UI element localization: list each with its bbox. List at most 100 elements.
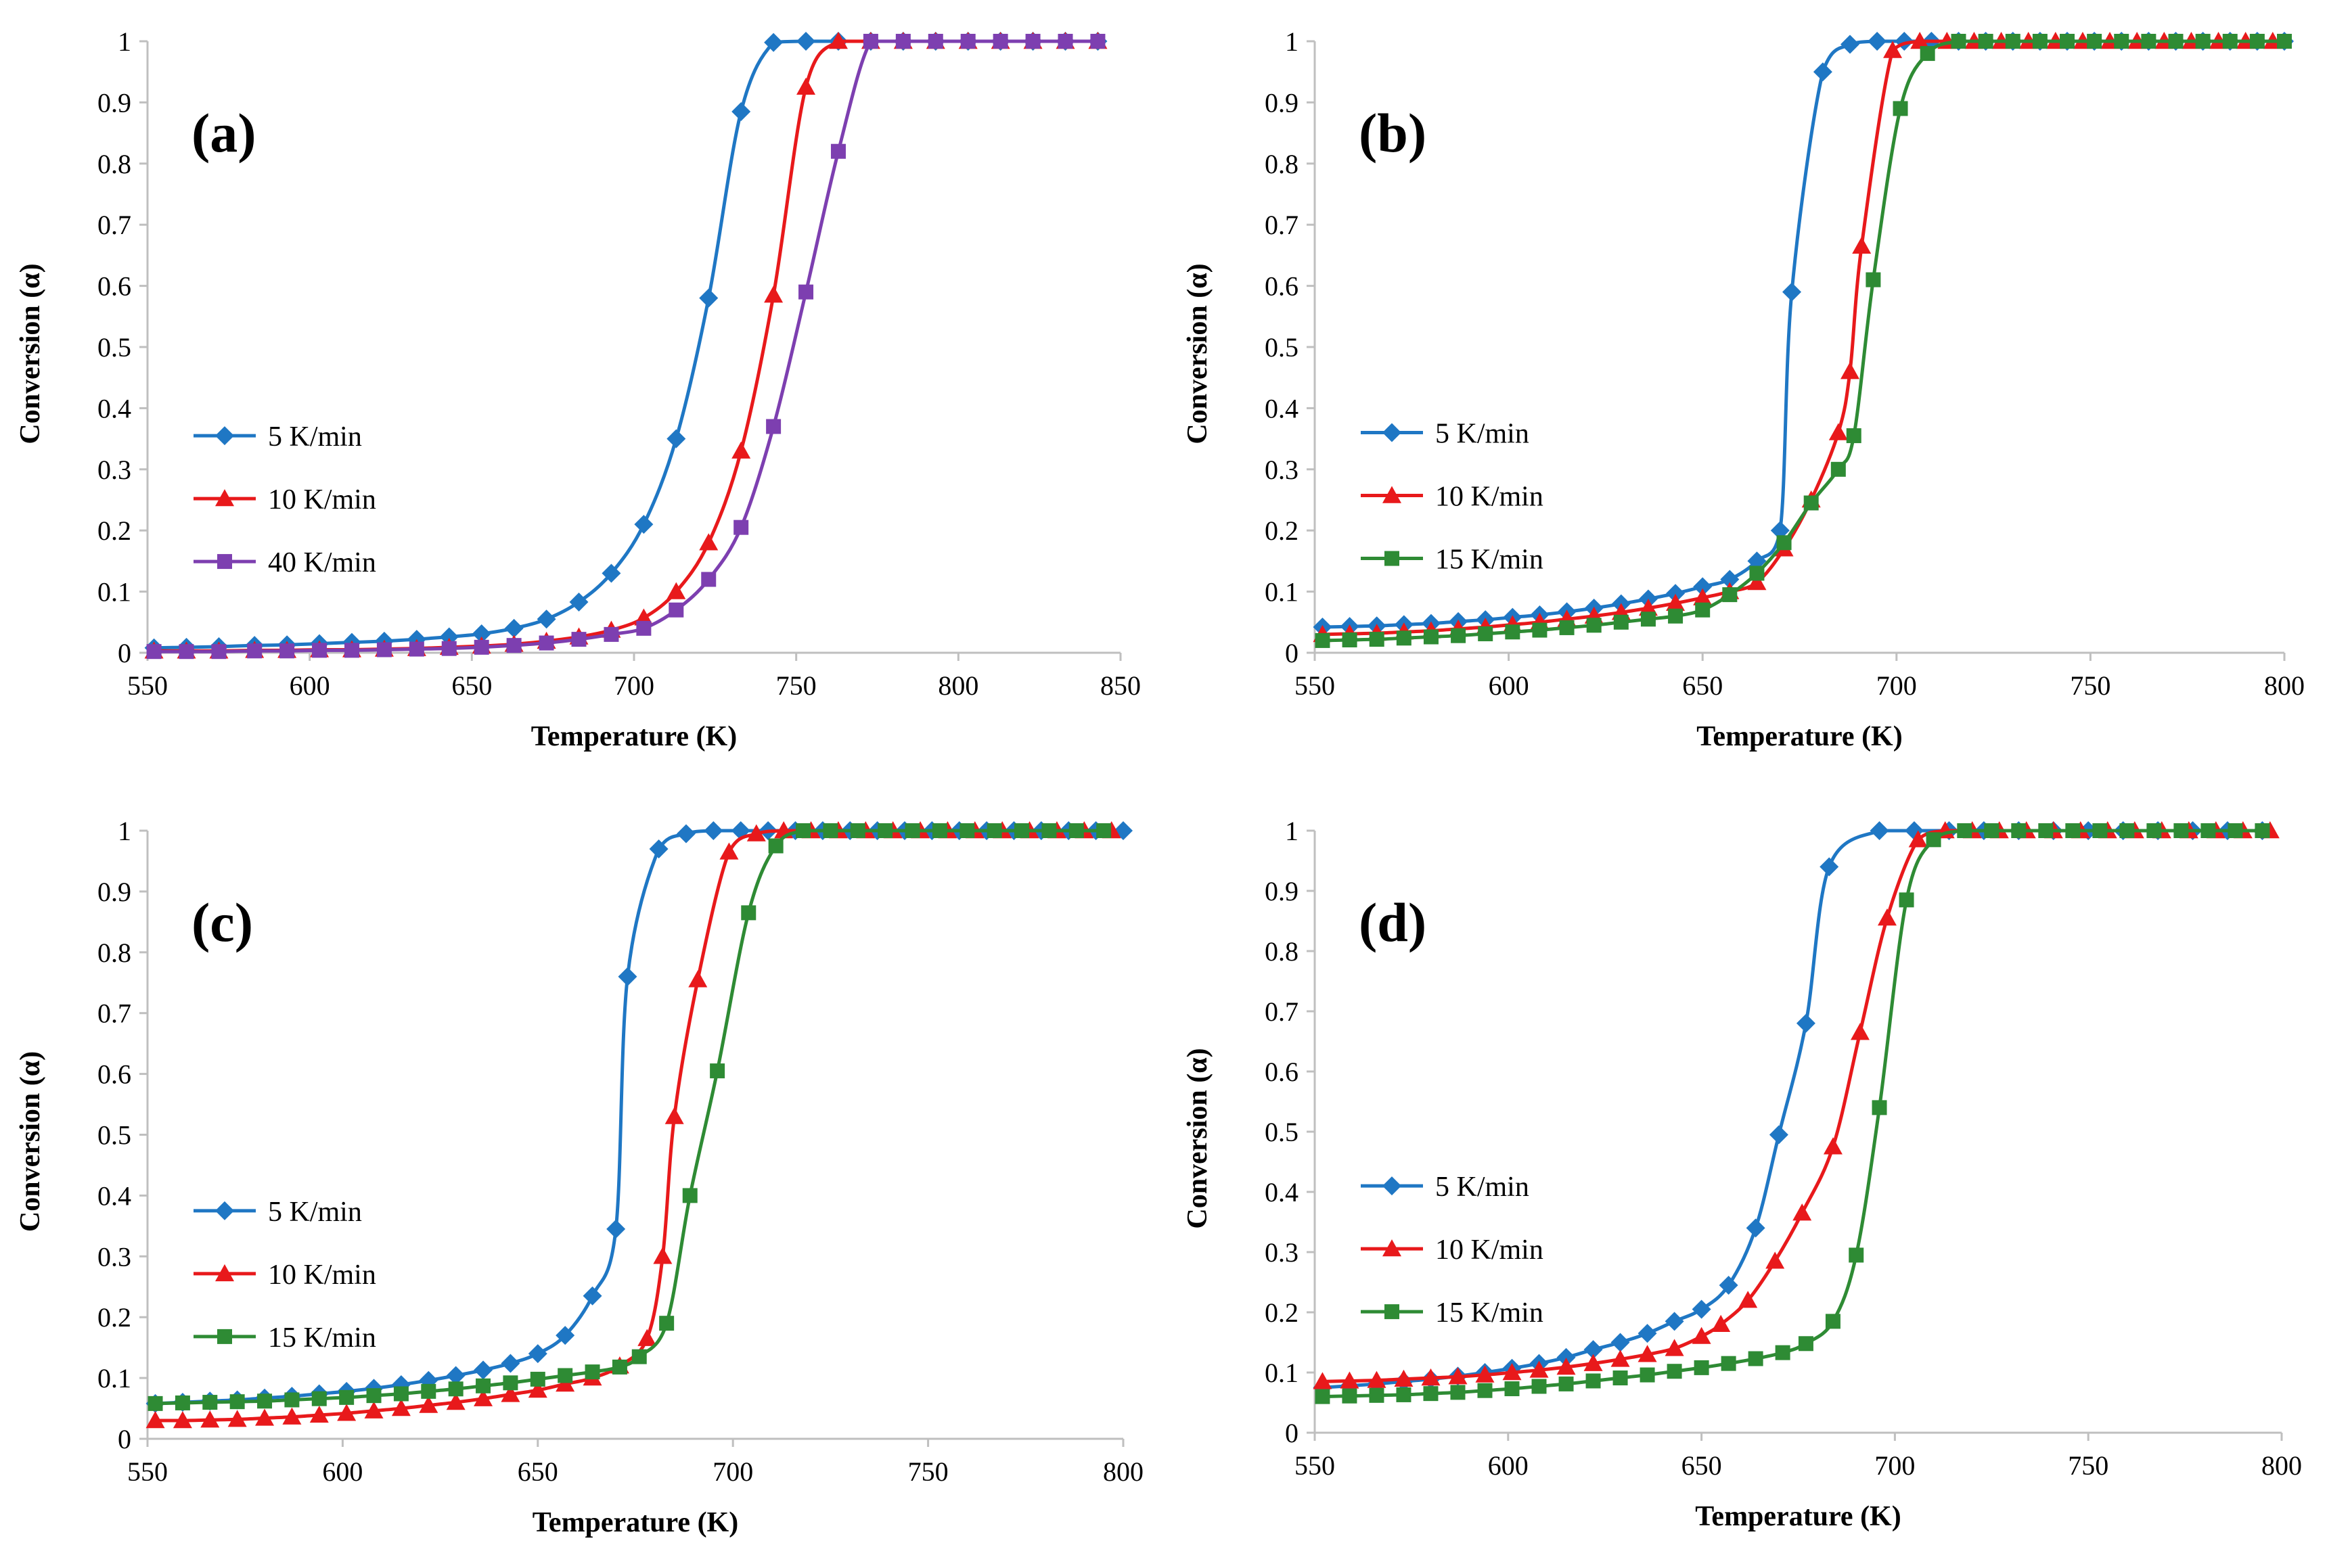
y-tick-label: 0.7	[97, 998, 131, 1029]
y-tick-label: 0.4	[1265, 393, 1298, 423]
data-point	[830, 143, 846, 159]
legend-label: 10 K/min	[268, 484, 376, 515]
legend-label: 15 K/min	[1435, 545, 1543, 576]
legend-item: 15 K/min	[1361, 545, 1543, 576]
data-point	[364, 1401, 384, 1419]
data-point	[1747, 551, 1767, 571]
legend-item: 10 K/min	[194, 1260, 376, 1291]
data-point	[501, 1385, 520, 1402]
y-tick-label: 0.1	[1265, 577, 1298, 607]
data-point	[1775, 1345, 1790, 1360]
data-point	[558, 1368, 573, 1383]
data-point	[1951, 34, 1966, 49]
data-point	[200, 1410, 220, 1428]
data-series	[1315, 34, 2292, 648]
data-point	[173, 1411, 192, 1429]
data-point	[960, 34, 976, 49]
data-point	[339, 1389, 355, 1405]
legend-item: 40 K/min	[194, 547, 376, 578]
data-point	[1749, 566, 1765, 581]
data-point	[667, 429, 686, 448]
x-tick-label: 650	[1681, 1450, 1722, 1481]
y-tick-label: 0.8	[1265, 149, 1298, 179]
y-tick-label: 0.7	[1265, 996, 1298, 1027]
data-point	[1583, 1340, 1603, 1360]
x-axis-label: Temperature (K)	[533, 1507, 738, 1538]
data-point	[1610, 1350, 1630, 1367]
data-point	[895, 34, 911, 49]
legend-marker	[215, 1264, 234, 1282]
data-series	[1315, 823, 2270, 1404]
data-series	[146, 34, 1106, 660]
data-point	[631, 1349, 647, 1364]
x-tick-label: 750	[908, 1456, 949, 1487]
data-point	[1477, 1383, 1493, 1398]
x-tick-label: 650	[518, 1456, 558, 1487]
y-tick-label: 0.4	[97, 1180, 131, 1211]
data-point	[419, 1396, 438, 1413]
legend-item: 10 K/min	[194, 484, 376, 515]
data-point	[311, 1391, 327, 1406]
data-point	[2277, 34, 2292, 49]
legend-marker	[1382, 1176, 1401, 1196]
x-tick-label: 800	[2261, 1450, 2302, 1481]
data-point	[1423, 1386, 1439, 1402]
data-point	[2168, 34, 2184, 49]
data-point	[905, 823, 920, 838]
data-point	[649, 839, 669, 858]
data-point	[676, 824, 696, 844]
data-point	[1558, 1376, 1574, 1391]
data-point	[2146, 823, 2162, 838]
data-point	[636, 620, 652, 636]
data-point	[1313, 1372, 1332, 1389]
data-series	[148, 823, 1112, 1411]
data-point	[1957, 823, 1972, 838]
data-point	[659, 1316, 675, 1331]
y-tick-label: 0.6	[97, 1059, 131, 1090]
data-point	[1667, 1364, 1682, 1379]
legend-marker	[1382, 1239, 1401, 1257]
data-point	[202, 1395, 218, 1410]
data-point	[1396, 630, 1411, 646]
data-point	[1722, 587, 1738, 603]
data-point	[1342, 632, 1357, 648]
y-tick-label: 0.1	[97, 577, 131, 607]
data-point	[959, 823, 975, 838]
data-point	[1830, 461, 1846, 477]
data-point	[1984, 823, 2000, 838]
data-point	[1721, 1356, 1736, 1371]
y-tick-label: 0.5	[1265, 1117, 1298, 1147]
data-point	[2005, 34, 2020, 49]
data-point	[1798, 1336, 1813, 1352]
data-point	[1796, 1013, 1815, 1033]
data-point	[688, 970, 708, 988]
data-point	[1041, 823, 1057, 838]
data-point	[612, 1359, 627, 1375]
legend-marker	[1382, 423, 1401, 442]
data-point	[928, 34, 943, 49]
y-tick-label: 0.7	[1265, 210, 1298, 240]
data-point	[366, 1388, 382, 1404]
data-point	[1719, 1275, 1738, 1295]
data-point	[1529, 1360, 1549, 1378]
data-point	[604, 626, 619, 642]
data-point	[1877, 908, 1897, 926]
data-point	[667, 582, 686, 599]
data-point	[1920, 46, 1935, 62]
y-tick-label: 0.2	[97, 1302, 131, 1333]
data-point	[1840, 34, 1860, 54]
panel-label: (c)	[191, 892, 253, 953]
x-tick-label: 600	[290, 670, 330, 701]
data-point	[1747, 573, 1767, 591]
y-tick-label: 1	[1285, 816, 1298, 846]
data-point	[1825, 1314, 1840, 1329]
data-point	[1738, 1291, 1758, 1308]
data-point	[2065, 823, 2081, 838]
data-point	[1850, 1023, 1870, 1040]
y-axis-label: Conversion (α)	[15, 263, 46, 444]
data-point	[2255, 823, 2270, 838]
data-point	[796, 823, 811, 838]
data-point	[1849, 1247, 1864, 1263]
data-point	[1840, 362, 1860, 379]
y-tick-label: 0.5	[1265, 332, 1298, 363]
